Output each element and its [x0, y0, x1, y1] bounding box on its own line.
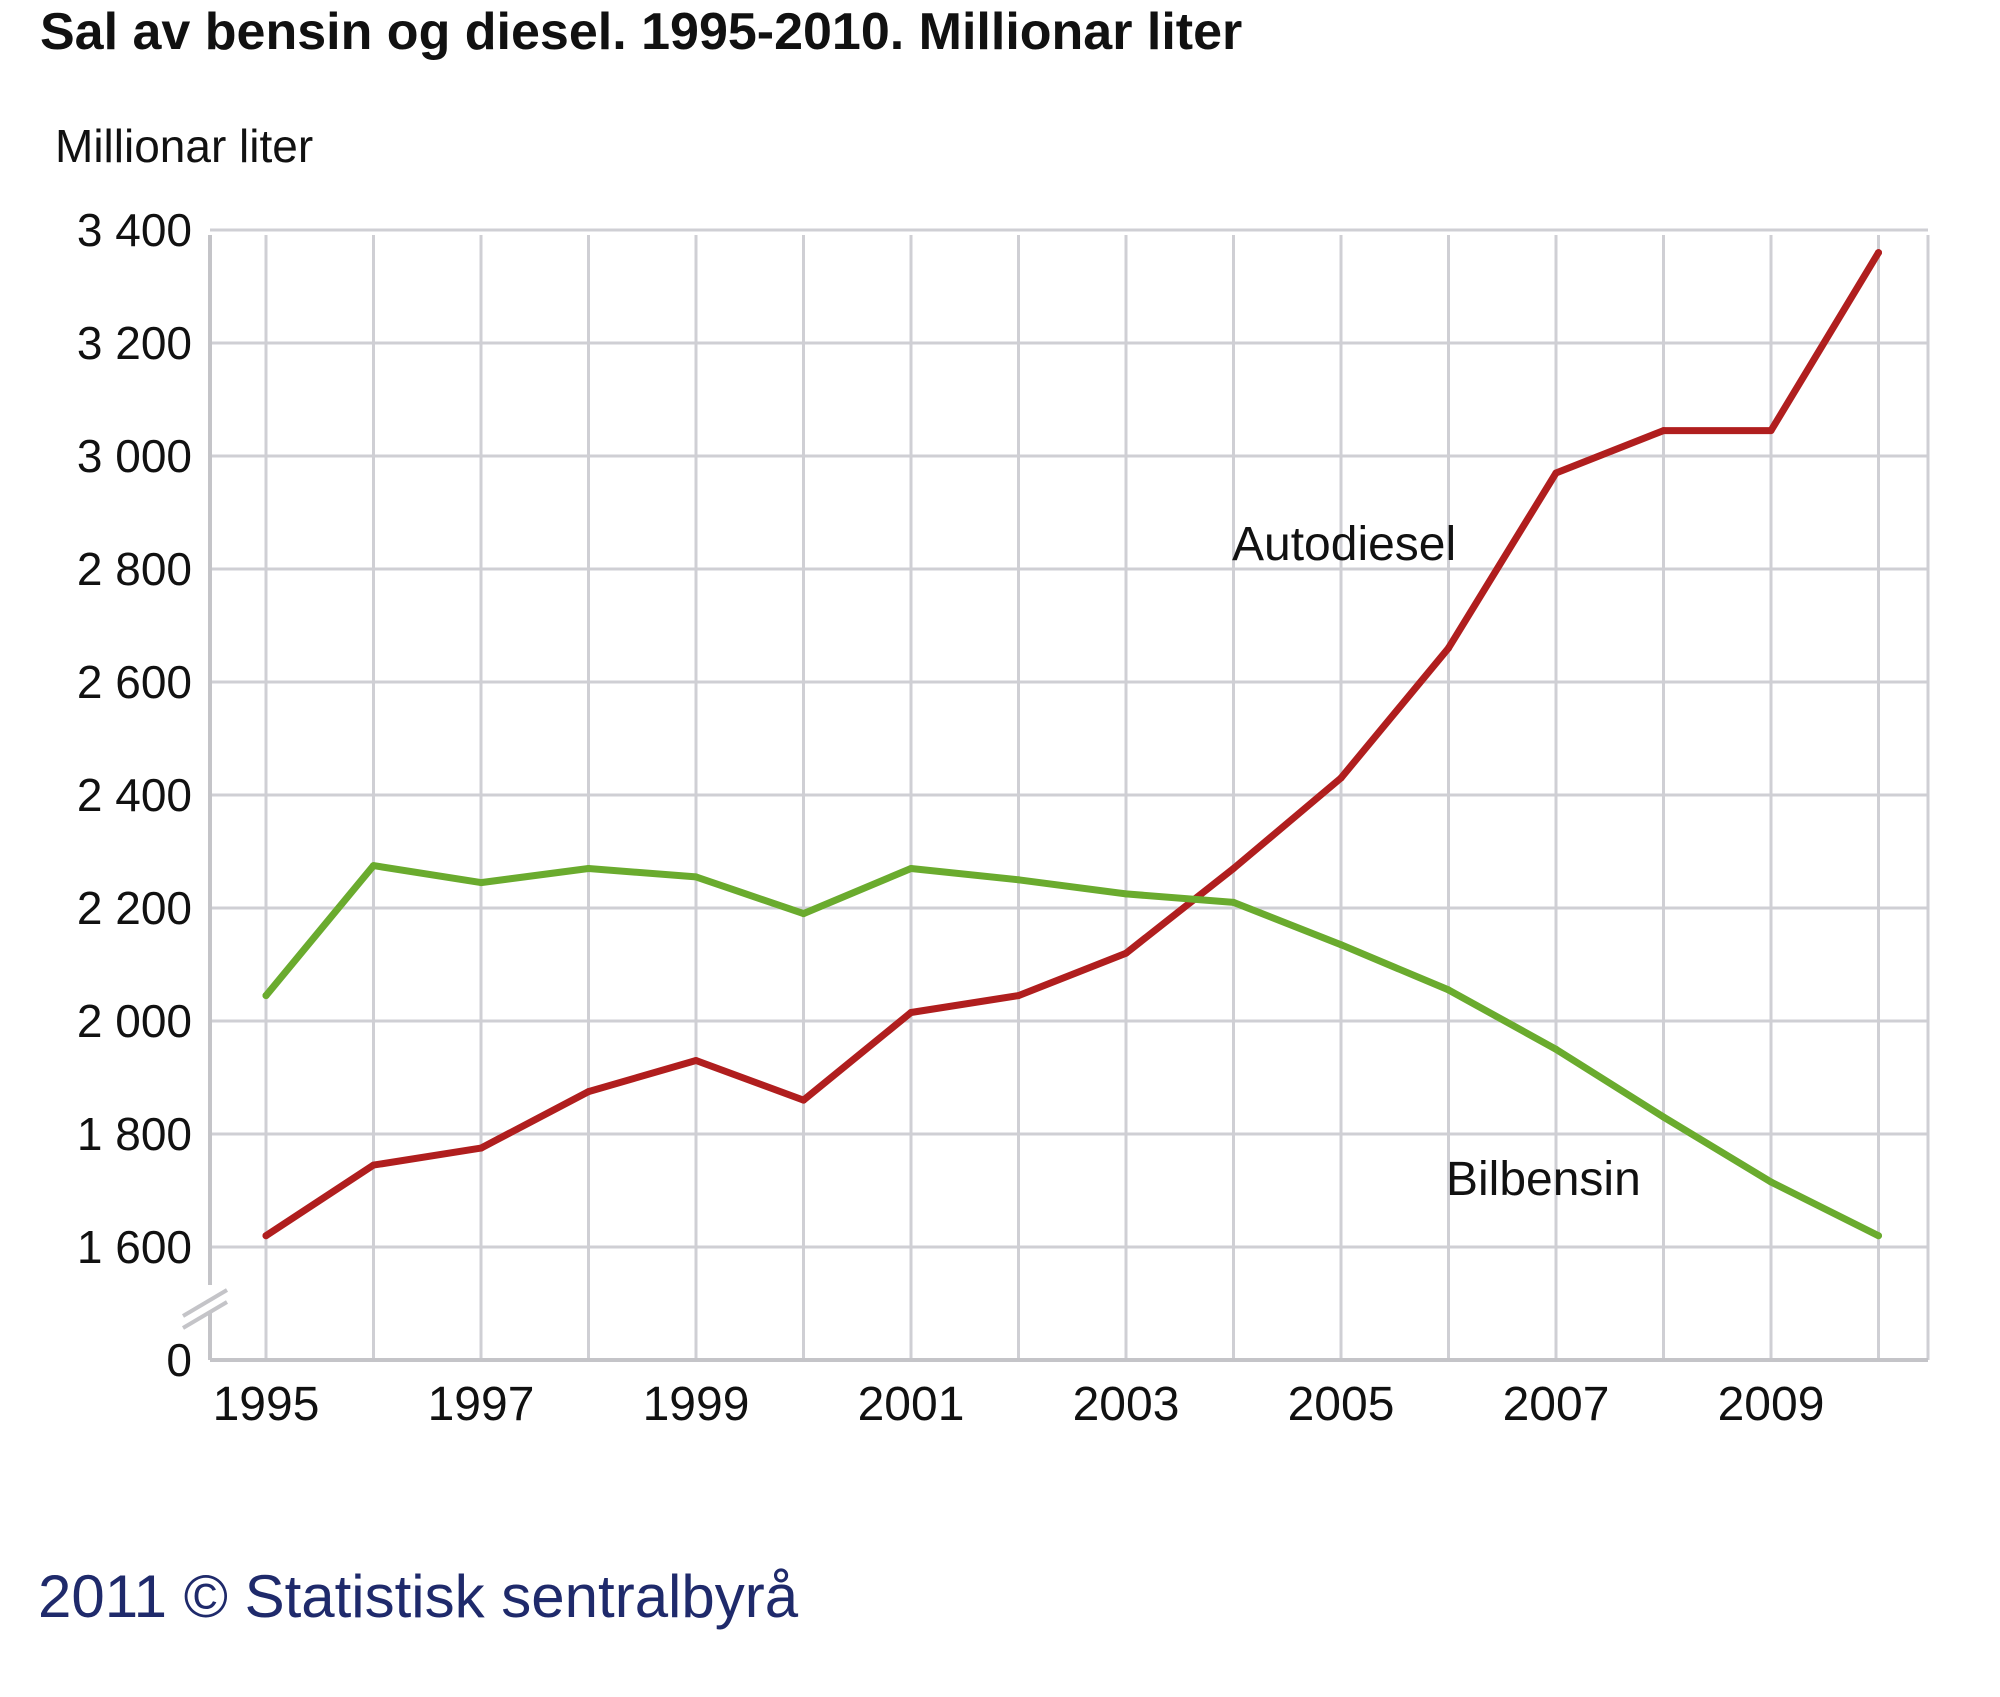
x-tick-label: 1999 — [643, 1378, 750, 1431]
data-point-bilbensin — [1230, 898, 1237, 906]
y-tick-label: 3 400 — [77, 204, 192, 256]
x-tick-label: 2009 — [1718, 1378, 1825, 1431]
series-labels: Autodiesel Bilbensin — [1232, 518, 1641, 1206]
data-point-bilbensin — [1660, 1113, 1667, 1121]
series-label-autodiesel: Autodiesel — [1232, 518, 1456, 571]
series-line-autodiesel — [262, 249, 1882, 1240]
data-point-bilbensin — [370, 862, 377, 870]
data-point-bilbensin — [1767, 1178, 1775, 1186]
data-point-bilbensin — [585, 864, 592, 872]
x-tick-label: 1997 — [428, 1378, 535, 1431]
y-tick-label: 3 200 — [77, 317, 192, 369]
y-tick-label: 2 000 — [77, 995, 192, 1047]
tick-labels: 0 1 600 1 800 2 000 2 200 2 400 2 600 2 800 3 00… — [77, 204, 1825, 1431]
data-point-autodiesel — [585, 1088, 592, 1096]
data-point-autodiesel — [800, 1096, 807, 1104]
data-point-autodiesel — [262, 1232, 270, 1240]
x-tick-label: 2005 — [1288, 1378, 1395, 1431]
series-line-bilbensin — [262, 862, 1882, 1240]
y-axis-label: Millionar liter — [55, 120, 313, 172]
y-tick-label: 1 600 — [77, 1221, 192, 1273]
data-point-autodiesel — [907, 1009, 915, 1017]
axis-break-mark — [181, 1300, 229, 1330]
data-point-bilbensin — [1122, 890, 1130, 898]
x-tick-label: 2003 — [1073, 1378, 1180, 1431]
data-point-bilbensin — [1875, 1232, 1882, 1240]
data-point-bilbensin — [1015, 876, 1022, 884]
chart-title: Sal av bensin og diesel. 1995-2010. Mill… — [40, 3, 1243, 61]
data-point-autodiesel — [1445, 644, 1452, 652]
y-tick-label: 3 000 — [77, 430, 192, 482]
data-point-bilbensin — [907, 864, 915, 872]
data-point-bilbensin — [1337, 941, 1345, 949]
data-point-bilbensin — [692, 873, 700, 881]
y-tick-label: 2 800 — [77, 543, 192, 595]
y-tick-label: 2 200 — [77, 882, 192, 934]
data-point-bilbensin — [1552, 1045, 1560, 1053]
data-point-autodiesel — [1875, 249, 1882, 257]
data-point-bilbensin — [800, 910, 807, 918]
x-tick-label: 2007 — [1503, 1378, 1610, 1431]
series-label-bilbensin: Bilbensin — [1446, 1153, 1641, 1206]
y-tick-label: 2 600 — [77, 656, 192, 708]
data-point-autodiesel — [1660, 427, 1667, 435]
grid — [210, 228, 1930, 1360]
data-point-autodiesel — [1015, 992, 1022, 1000]
axes — [181, 235, 1928, 1362]
y-tick-label: 0 — [166, 1334, 192, 1386]
y-tick-label: 2 400 — [77, 769, 192, 821]
x-tick-label: 1995 — [213, 1378, 320, 1431]
copyright-text: 2011 © Statistisk sentralbyrå — [38, 1563, 799, 1630]
data-point-autodiesel — [692, 1057, 700, 1065]
y-tick-label: 1 800 — [77, 1108, 192, 1160]
x-tick-label: 2001 — [858, 1378, 965, 1431]
axis-break-mark — [181, 1288, 229, 1318]
data-point-autodiesel — [477, 1144, 485, 1152]
data-point-bilbensin — [262, 992, 270, 1000]
data-point-autodiesel — [1230, 864, 1237, 872]
data-point-autodiesel — [1552, 469, 1560, 477]
series — [262, 249, 1882, 1240]
data-point-bilbensin — [1445, 986, 1452, 994]
data-point-autodiesel — [1122, 949, 1130, 957]
data-point-bilbensin — [477, 879, 485, 887]
data-point-autodiesel — [1337, 774, 1345, 782]
data-point-autodiesel — [1767, 427, 1775, 435]
data-point-autodiesel — [370, 1161, 377, 1169]
